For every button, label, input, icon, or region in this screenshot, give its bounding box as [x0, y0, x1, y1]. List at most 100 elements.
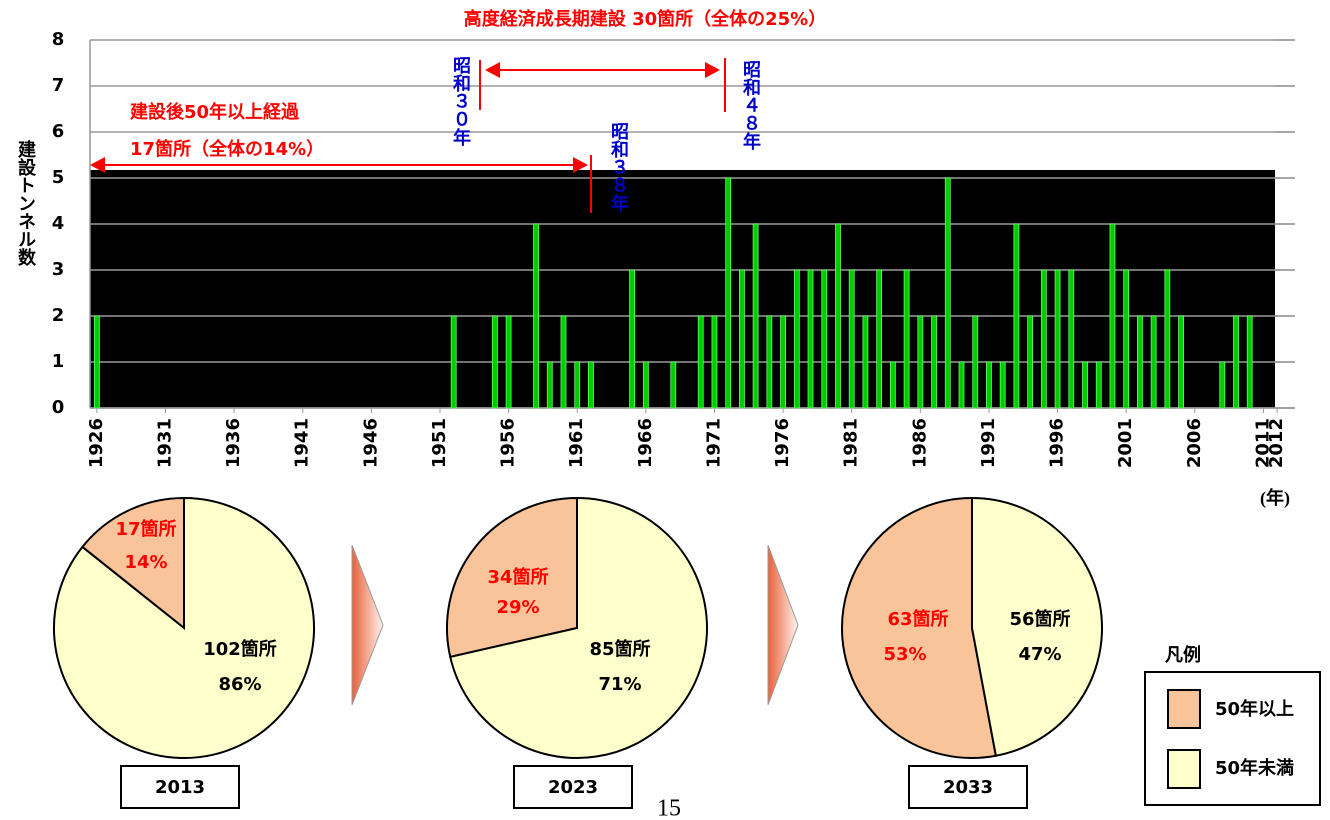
percent-label: 47% [1018, 644, 1061, 665]
bar [560, 315, 567, 409]
chart-title: 高度経済成長期建設 30箇所（全体の25%） [464, 8, 826, 30]
arrow-head [485, 62, 500, 78]
y-tick-label: 8 [52, 29, 65, 50]
x-tick-label: 1936 [223, 418, 244, 468]
arrow-head [90, 157, 105, 173]
bar [1246, 315, 1253, 409]
annotation: 建設後50年以上経過 [130, 101, 300, 123]
legend-swatch [1167, 749, 1201, 789]
bar [999, 361, 1006, 409]
pie-slice [449, 496, 708, 759]
value-label: 85箇所 [589, 638, 650, 660]
bar [574, 361, 581, 409]
y-tick-label: 5 [52, 167, 65, 188]
bar [1040, 269, 1047, 409]
bar [450, 315, 457, 409]
bar [986, 361, 992, 409]
bar [1150, 315, 1157, 409]
bar [944, 177, 951, 409]
bar [1054, 269, 1061, 409]
x-tick-label: 1991 [978, 418, 999, 468]
bar [642, 361, 649, 409]
chevron [351, 544, 384, 706]
x-tick-label: 1926 [86, 418, 107, 468]
bar [588, 361, 594, 409]
percent-label: 29% [496, 597, 539, 618]
bar [1137, 315, 1143, 409]
chevron [767, 544, 799, 706]
y-tick-label: 0 [52, 397, 65, 418]
bar [835, 223, 841, 409]
x-tick-label: 1956 [498, 418, 519, 468]
annotation: 昭和４８年 [740, 60, 761, 151]
bar [739, 269, 745, 409]
x-tick-label: 1981 [841, 418, 862, 468]
y-tick-label: 4 [52, 213, 65, 234]
y-tick-label: 3 [52, 259, 65, 280]
bar [1164, 269, 1171, 409]
bar [903, 269, 910, 409]
bar [807, 269, 814, 409]
percent-label: 14% [124, 552, 167, 573]
bar [752, 223, 759, 409]
bar [670, 361, 677, 409]
bar [1082, 361, 1088, 409]
bar [505, 315, 512, 409]
arrow-head [573, 157, 588, 173]
bar [889, 361, 896, 409]
bar [1068, 269, 1075, 409]
y-axis-label: 建設トンネル数 [15, 139, 36, 267]
bar [725, 177, 732, 409]
year-box [120, 765, 240, 809]
value-label: 17箇所 [115, 518, 176, 540]
x-tick-label: 2001 [1115, 418, 1136, 468]
x-tick-label: 1961 [566, 418, 587, 468]
x-tick-label: 1996 [1047, 418, 1068, 468]
value-label: 56箇所 [1009, 608, 1070, 630]
x-unit: (年) [1260, 487, 1290, 509]
year-box [513, 765, 633, 809]
bar [1013, 223, 1020, 409]
percent-label: 86% [218, 674, 261, 695]
bar [780, 315, 786, 409]
x-tick-label: 1931 [154, 418, 175, 468]
x-tick-label: 1951 [429, 418, 450, 468]
bar [1095, 361, 1102, 409]
value-label: 34箇所 [487, 566, 548, 588]
bar [629, 269, 636, 409]
value-label: 63箇所 [887, 608, 948, 630]
annotation: 昭和３０年 [450, 56, 471, 147]
y-tick-label: 6 [52, 121, 65, 142]
x-tick-label: 1941 [292, 418, 313, 468]
bar [793, 269, 800, 409]
annotation: 17箇所（全体の14%） [130, 138, 324, 160]
bar [1027, 315, 1034, 409]
arrow-head [705, 62, 720, 78]
pie-slice [53, 496, 315, 759]
y-tick-label: 1 [52, 351, 65, 372]
bar [821, 269, 828, 409]
legend-swatch [1167, 689, 1201, 729]
bar [711, 315, 718, 409]
bar [972, 315, 979, 409]
bar [491, 315, 498, 409]
annotation: 昭和３８年 [608, 122, 629, 213]
x-tick-label: 2011 [1252, 418, 1273, 468]
year-box [908, 765, 1028, 809]
bar [1123, 269, 1130, 409]
legend-title: 凡例 [1165, 644, 1201, 666]
bar [533, 223, 539, 409]
plot-background [90, 170, 1275, 408]
bar [848, 269, 855, 409]
bar [876, 269, 883, 409]
pie-title: 2023 [548, 777, 598, 798]
x-tick-label: 2006 [1184, 418, 1205, 468]
page-number: 15 [657, 796, 681, 820]
legend-label: 50年以上 [1215, 698, 1294, 720]
pie-slice [971, 496, 1103, 757]
pie-slice [446, 496, 578, 659]
bar [766, 315, 773, 409]
bar [1178, 315, 1184, 409]
pie-slice [80, 496, 185, 631]
